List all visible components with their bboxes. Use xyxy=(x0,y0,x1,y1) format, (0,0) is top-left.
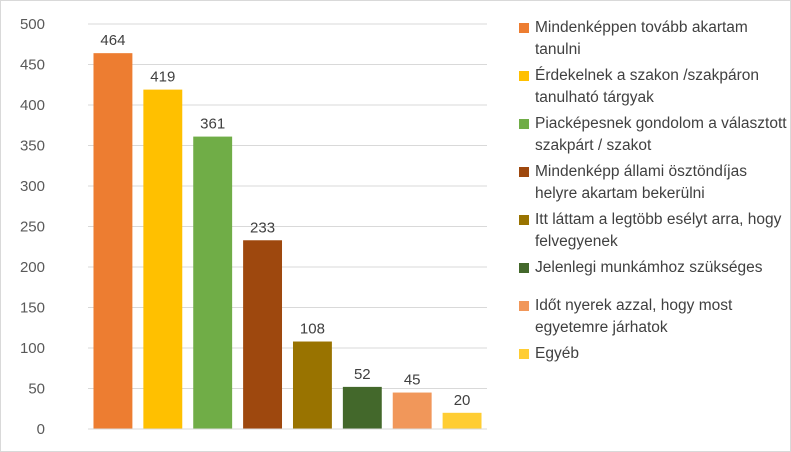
bar xyxy=(342,386,382,429)
y-tick-label: 450 xyxy=(20,57,45,74)
data-label: 45 xyxy=(404,372,421,389)
bar xyxy=(392,392,432,429)
bar xyxy=(93,53,133,429)
legend-item: Jelenlegi munkámhoz szükséges xyxy=(519,257,787,279)
y-tick-label: 500 xyxy=(20,16,45,33)
legend-item: Időt nyerek azzal, hogy most egyetemre j… xyxy=(519,295,787,339)
bar xyxy=(442,412,482,429)
y-tick-label: 250 xyxy=(20,219,45,236)
y-tick-label: 0 xyxy=(37,421,45,438)
legend-swatch xyxy=(519,301,529,311)
data-label: 52 xyxy=(354,366,371,383)
legend-item: Mindenképp állami ösztöndíjas helyre aka… xyxy=(519,161,787,205)
y-tick-label: 150 xyxy=(20,300,45,317)
legend-swatch xyxy=(519,71,529,81)
legend: Mindenképpen tovább akartam tanulni Érdek… xyxy=(519,17,787,365)
legend-swatch xyxy=(519,349,529,359)
y-tick-label: 400 xyxy=(20,97,45,114)
data-label: 361 xyxy=(200,116,225,133)
data-label: 464 xyxy=(100,32,125,49)
bar xyxy=(193,136,233,429)
y-tick-label: 350 xyxy=(20,138,45,155)
bar xyxy=(292,341,332,429)
legend-swatch xyxy=(519,23,529,33)
legend-swatch xyxy=(519,119,529,129)
y-tick-label: 100 xyxy=(20,340,45,357)
legend-swatch xyxy=(519,167,529,177)
legend-label: Érdekelnek a szakon /szakpáron tanulható… xyxy=(535,67,760,106)
legend-label: Itt láttam a legtöbb esélyt arra, hogy f… xyxy=(535,211,782,250)
y-tick-label: 300 xyxy=(20,178,45,195)
legend-label: Jelenlegi munkámhoz szükséges xyxy=(535,259,763,276)
legend-label: Időt nyerek azzal, hogy most egyetemre j… xyxy=(535,297,733,336)
data-label: 233 xyxy=(250,219,275,236)
legend-item: Piacképesnek gondolom a választott szakp… xyxy=(519,113,787,157)
bar-chart: 0 50 100 150 200 250 300 350 400 450 500 464 419 361 2… xyxy=(20,16,487,438)
legend-item: Mindenképpen tovább akartam tanulni xyxy=(519,17,787,61)
data-label: 419 xyxy=(150,69,175,86)
bar xyxy=(243,240,283,429)
legend-item: Érdekelnek a szakon /szakpáron tanulható… xyxy=(519,65,787,109)
legend-label: Piacképesnek gondolom a választott szakp… xyxy=(535,115,787,154)
bar xyxy=(143,89,183,430)
data-label: 20 xyxy=(454,392,471,409)
legend-label: Egyéb xyxy=(535,345,579,362)
y-tick-label: 50 xyxy=(28,381,45,398)
legend-swatch xyxy=(519,215,529,225)
legend-label: Mindenképpen tovább akartam tanulni xyxy=(535,19,748,58)
legend-item: Egyéb xyxy=(519,343,787,365)
y-tick-label: 200 xyxy=(20,259,45,276)
legend-item: Itt láttam a legtöbb esélyt arra, hogy f… xyxy=(519,209,787,253)
legend-label: Mindenképp állami ösztöndíjas helyre aka… xyxy=(535,163,747,202)
legend-swatch xyxy=(519,263,529,273)
data-label: 108 xyxy=(300,321,325,338)
